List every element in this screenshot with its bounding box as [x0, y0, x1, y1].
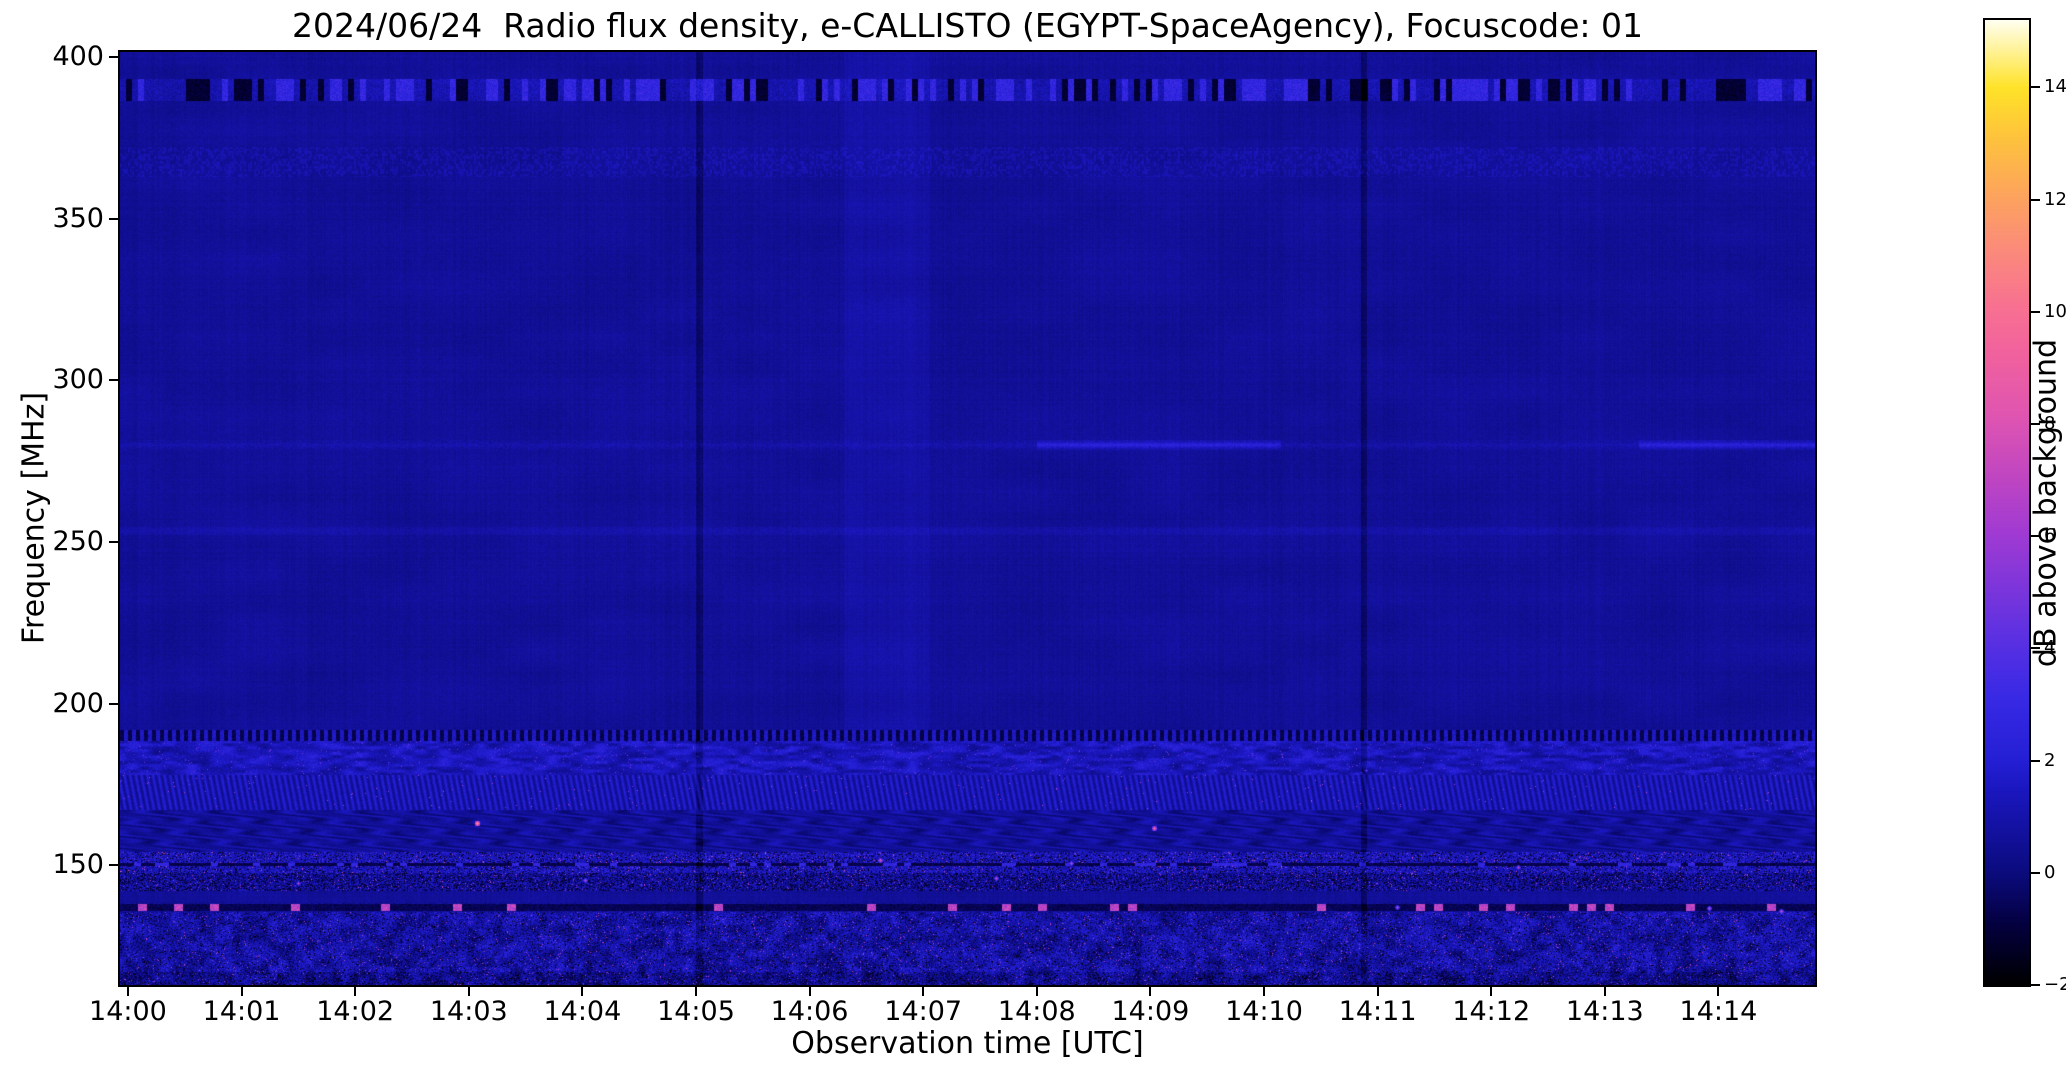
x-tick-label: 14:10 [1225, 996, 1303, 1027]
y-tick-mark [109, 540, 118, 543]
x-tick-mark [581, 987, 584, 996]
colorbar-tick-label: 10 [2044, 300, 2066, 322]
x-tick-mark [126, 987, 129, 996]
x-tick-mark [694, 987, 697, 996]
colorbar-label: dB above background [2028, 338, 2064, 668]
y-tick-label: 250 [52, 525, 104, 557]
x-tick-mark [240, 987, 243, 996]
x-tick-label: 14:12 [1452, 996, 1531, 1027]
x-tick-label: 14:14 [1679, 996, 1758, 1027]
y-tick-mark [109, 55, 118, 58]
x-tick-label: 14:04 [543, 996, 622, 1027]
x-tick-mark [1263, 987, 1265, 996]
colorbar-tick-label: 14 [2044, 76, 2066, 98]
colorbar-tick-mark [2031, 984, 2040, 986]
colorbar-tick-mark [2031, 759, 2040, 762]
colorbar-tick-label: 8 [2044, 412, 2056, 434]
x-tick-label: 14:09 [1111, 996, 1190, 1027]
colorbar-tick-label: 12 [2044, 188, 2066, 210]
x-tick-mark [1035, 987, 1038, 996]
x-tick-label: 14:11 [1338, 996, 1417, 1027]
x-tick-label: 14:05 [657, 996, 735, 1027]
x-tick-mark [808, 987, 811, 996]
colorbar-tick-label: −2 [2044, 974, 2066, 995]
y-tick-label: 400 [52, 40, 104, 72]
x-tick-label: 14:01 [202, 996, 281, 1027]
y-tick-label: 350 [52, 202, 104, 234]
x-tick-mark [467, 987, 470, 996]
colorbar-tick-mark [2031, 535, 2040, 538]
x-tick-mark [354, 987, 357, 996]
x-tick-label: 14:02 [316, 996, 395, 1027]
y-tick-mark [109, 864, 118, 867]
colorbar-tick-mark [2031, 310, 2040, 313]
colorbar-tick-label: 4 [2044, 637, 2056, 659]
x-tick-mark [922, 987, 925, 996]
y-tick-label: 200 [52, 687, 104, 719]
chart-title: 2024/06/24 Radio flux density, e-CALLIST… [291, 6, 1643, 45]
x-tick-label: 14:07 [884, 996, 963, 1027]
x-tick-label: 14:03 [429, 996, 508, 1027]
y-tick-mark [109, 217, 118, 220]
colorbar-tick-label: 2 [2044, 749, 2056, 771]
colorbar-tick-mark [2031, 422, 2040, 425]
y-tick-mark [109, 702, 118, 705]
y-tick-mark [109, 379, 118, 382]
y-axis-label: Frequency [MHz] [16, 391, 52, 645]
x-tick-mark [1717, 987, 1720, 996]
y-tick-label: 150 [52, 849, 104, 881]
colorbar-tick-mark [2031, 871, 2040, 874]
y-tick-label: 300 [52, 364, 104, 396]
x-axis-label: Observation time [UTC] [791, 1026, 1144, 1061]
colorbar-gradient [1985, 20, 2029, 985]
x-tick-label: 14:08 [997, 996, 1076, 1027]
colorbar-tick-mark [2031, 647, 2040, 650]
colorbar-tick-label: 0 [2044, 861, 2056, 883]
x-tick-mark [1490, 987, 1493, 996]
x-tick-mark [1603, 987, 1606, 996]
x-tick-label: 14:13 [1565, 996, 1644, 1027]
x-tick-label: 14:00 [89, 996, 167, 1027]
x-tick-label: 14:06 [770, 996, 849, 1027]
spectrogram-canvas [120, 52, 1815, 985]
colorbar-tick-label: 6 [2044, 525, 2056, 547]
x-tick-mark [1376, 987, 1379, 996]
colorbar-tick-mark [2031, 198, 2040, 201]
colorbar-tick-mark [2031, 86, 2040, 89]
x-tick-mark [1149, 987, 1152, 996]
